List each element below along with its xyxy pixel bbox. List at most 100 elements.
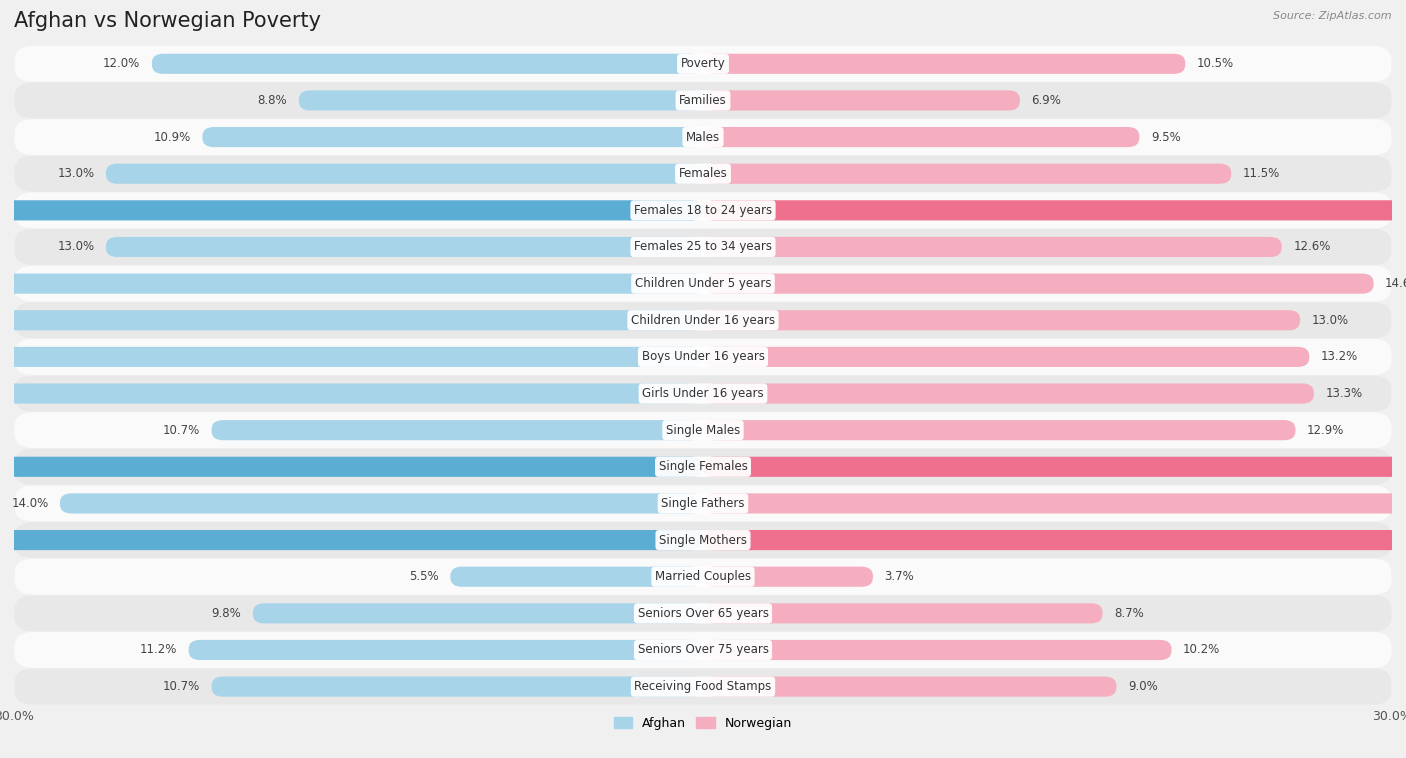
FancyBboxPatch shape bbox=[105, 237, 703, 257]
Text: 10.7%: 10.7% bbox=[163, 424, 200, 437]
FancyBboxPatch shape bbox=[14, 485, 1392, 522]
FancyBboxPatch shape bbox=[703, 164, 1232, 183]
Text: Single Males: Single Males bbox=[666, 424, 740, 437]
Text: Married Couples: Married Couples bbox=[655, 570, 751, 583]
FancyBboxPatch shape bbox=[703, 420, 1295, 440]
Text: Families: Families bbox=[679, 94, 727, 107]
FancyBboxPatch shape bbox=[0, 274, 703, 293]
Text: Single Females: Single Females bbox=[658, 460, 748, 473]
Text: Females 18 to 24 years: Females 18 to 24 years bbox=[634, 204, 772, 217]
FancyBboxPatch shape bbox=[14, 302, 1392, 338]
Text: 9.5%: 9.5% bbox=[1152, 130, 1181, 143]
Text: 8.7%: 8.7% bbox=[1114, 607, 1144, 620]
FancyBboxPatch shape bbox=[14, 45, 1392, 82]
FancyBboxPatch shape bbox=[14, 632, 1392, 668]
Text: Afghan vs Norwegian Poverty: Afghan vs Norwegian Poverty bbox=[14, 11, 321, 31]
FancyBboxPatch shape bbox=[299, 90, 703, 111]
Legend: Afghan, Norwegian: Afghan, Norwegian bbox=[609, 712, 797, 735]
Text: 6.9%: 6.9% bbox=[1032, 94, 1062, 107]
FancyBboxPatch shape bbox=[450, 567, 703, 587]
Text: 14.0%: 14.0% bbox=[11, 497, 48, 510]
FancyBboxPatch shape bbox=[703, 384, 1313, 403]
FancyBboxPatch shape bbox=[14, 595, 1392, 631]
Text: Source: ZipAtlas.com: Source: ZipAtlas.com bbox=[1274, 11, 1392, 21]
FancyBboxPatch shape bbox=[703, 90, 1019, 111]
Text: Boys Under 16 years: Boys Under 16 years bbox=[641, 350, 765, 363]
FancyBboxPatch shape bbox=[0, 457, 703, 477]
FancyBboxPatch shape bbox=[703, 530, 1406, 550]
FancyBboxPatch shape bbox=[703, 603, 1102, 623]
FancyBboxPatch shape bbox=[14, 522, 1392, 558]
Text: Children Under 5 years: Children Under 5 years bbox=[634, 277, 772, 290]
FancyBboxPatch shape bbox=[703, 567, 873, 587]
Text: Single Fathers: Single Fathers bbox=[661, 497, 745, 510]
FancyBboxPatch shape bbox=[703, 274, 1374, 293]
Text: Females: Females bbox=[679, 168, 727, 180]
FancyBboxPatch shape bbox=[703, 200, 1406, 221]
Text: 10.7%: 10.7% bbox=[163, 680, 200, 693]
Text: Children Under 16 years: Children Under 16 years bbox=[631, 314, 775, 327]
Text: 5.5%: 5.5% bbox=[409, 570, 439, 583]
FancyBboxPatch shape bbox=[703, 677, 1116, 697]
FancyBboxPatch shape bbox=[60, 493, 703, 513]
FancyBboxPatch shape bbox=[0, 310, 703, 330]
FancyBboxPatch shape bbox=[211, 420, 703, 440]
FancyBboxPatch shape bbox=[703, 457, 1406, 477]
FancyBboxPatch shape bbox=[0, 384, 703, 403]
Text: 3.7%: 3.7% bbox=[884, 570, 914, 583]
FancyBboxPatch shape bbox=[188, 640, 703, 660]
Text: 14.6%: 14.6% bbox=[1385, 277, 1406, 290]
FancyBboxPatch shape bbox=[14, 669, 1392, 705]
Text: Females 25 to 34 years: Females 25 to 34 years bbox=[634, 240, 772, 253]
Text: 10.9%: 10.9% bbox=[153, 130, 191, 143]
FancyBboxPatch shape bbox=[703, 237, 1282, 257]
FancyBboxPatch shape bbox=[703, 640, 1171, 660]
FancyBboxPatch shape bbox=[0, 530, 703, 550]
FancyBboxPatch shape bbox=[14, 229, 1392, 265]
FancyBboxPatch shape bbox=[14, 559, 1392, 595]
FancyBboxPatch shape bbox=[14, 339, 1392, 375]
FancyBboxPatch shape bbox=[14, 119, 1392, 155]
Text: 8.8%: 8.8% bbox=[257, 94, 287, 107]
FancyBboxPatch shape bbox=[703, 54, 1185, 74]
Text: 10.5%: 10.5% bbox=[1197, 58, 1234, 70]
Text: Receiving Food Stamps: Receiving Food Stamps bbox=[634, 680, 772, 693]
FancyBboxPatch shape bbox=[14, 375, 1392, 412]
Text: 12.9%: 12.9% bbox=[1308, 424, 1344, 437]
Text: Seniors Over 65 years: Seniors Over 65 years bbox=[637, 607, 769, 620]
Text: 12.0%: 12.0% bbox=[103, 58, 141, 70]
FancyBboxPatch shape bbox=[14, 83, 1392, 118]
FancyBboxPatch shape bbox=[703, 347, 1309, 367]
FancyBboxPatch shape bbox=[253, 603, 703, 623]
Text: 11.5%: 11.5% bbox=[1243, 168, 1279, 180]
FancyBboxPatch shape bbox=[703, 127, 1139, 147]
Text: 9.8%: 9.8% bbox=[212, 607, 242, 620]
Text: 13.0%: 13.0% bbox=[58, 168, 94, 180]
Text: 11.2%: 11.2% bbox=[139, 644, 177, 656]
FancyBboxPatch shape bbox=[0, 347, 703, 367]
FancyBboxPatch shape bbox=[703, 493, 1406, 513]
FancyBboxPatch shape bbox=[14, 449, 1392, 485]
Text: 13.0%: 13.0% bbox=[58, 240, 94, 253]
Text: 12.6%: 12.6% bbox=[1294, 240, 1330, 253]
Text: Single Mothers: Single Mothers bbox=[659, 534, 747, 547]
Text: Poverty: Poverty bbox=[681, 58, 725, 70]
FancyBboxPatch shape bbox=[105, 164, 703, 183]
Text: 13.3%: 13.3% bbox=[1326, 387, 1362, 400]
Text: 13.2%: 13.2% bbox=[1320, 350, 1358, 363]
FancyBboxPatch shape bbox=[0, 200, 703, 221]
FancyBboxPatch shape bbox=[202, 127, 703, 147]
Text: Males: Males bbox=[686, 130, 720, 143]
Text: 10.2%: 10.2% bbox=[1182, 644, 1220, 656]
FancyBboxPatch shape bbox=[14, 265, 1392, 302]
FancyBboxPatch shape bbox=[211, 677, 703, 697]
FancyBboxPatch shape bbox=[152, 54, 703, 74]
FancyBboxPatch shape bbox=[14, 412, 1392, 448]
FancyBboxPatch shape bbox=[703, 310, 1301, 330]
Text: 9.0%: 9.0% bbox=[1128, 680, 1157, 693]
Text: Seniors Over 75 years: Seniors Over 75 years bbox=[637, 644, 769, 656]
FancyBboxPatch shape bbox=[14, 155, 1392, 192]
Text: 13.0%: 13.0% bbox=[1312, 314, 1348, 327]
Text: Girls Under 16 years: Girls Under 16 years bbox=[643, 387, 763, 400]
FancyBboxPatch shape bbox=[14, 193, 1392, 228]
